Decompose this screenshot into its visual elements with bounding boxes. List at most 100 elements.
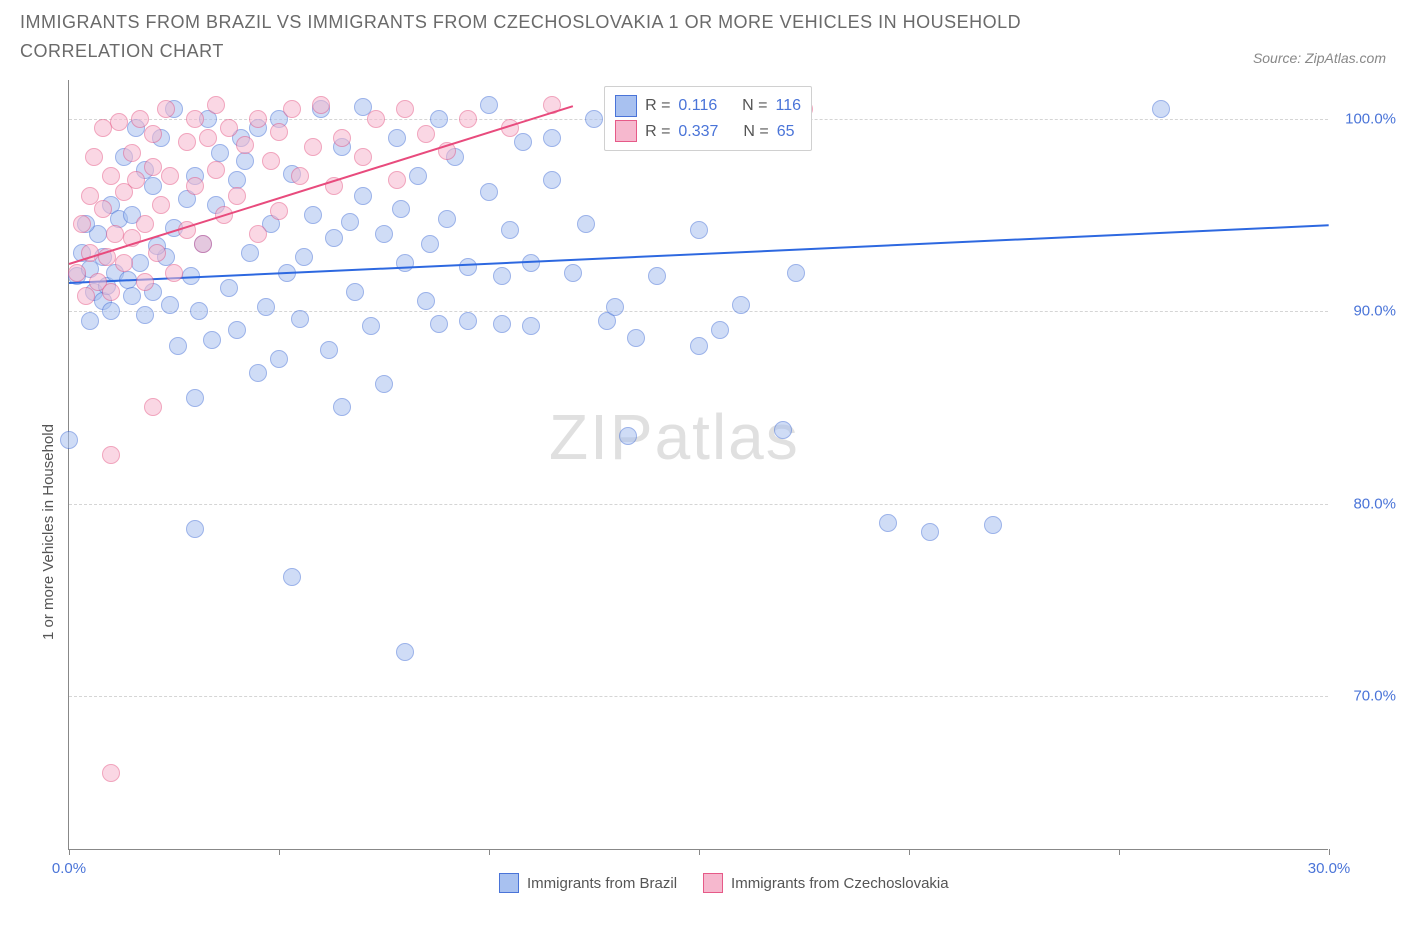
data-point xyxy=(190,302,208,320)
data-point xyxy=(249,225,267,243)
data-point xyxy=(493,315,511,333)
data-point xyxy=(320,341,338,359)
data-point xyxy=(257,298,275,316)
data-point xyxy=(241,244,259,262)
data-point xyxy=(585,110,603,128)
data-point xyxy=(283,568,301,586)
chart-title: IMMIGRANTS FROM BRAZIL VS IMMIGRANTS FRO… xyxy=(20,8,1120,66)
data-point xyxy=(459,258,477,276)
data-point xyxy=(543,171,561,189)
data-point xyxy=(186,389,204,407)
data-point xyxy=(388,171,406,189)
data-point xyxy=(493,267,511,285)
data-point xyxy=(270,123,288,141)
data-point xyxy=(312,96,330,114)
legend-item: Immigrants from Czechoslovakia xyxy=(703,873,949,893)
y-tick-label: 90.0% xyxy=(1353,303,1396,320)
data-point xyxy=(203,331,221,349)
data-point xyxy=(346,283,364,301)
stats-row: R = 0.337 N = 65 xyxy=(615,119,801,145)
data-point xyxy=(711,321,729,339)
data-point xyxy=(627,329,645,347)
data-point xyxy=(409,167,427,185)
data-point xyxy=(144,398,162,416)
data-point xyxy=(102,302,120,320)
data-point xyxy=(459,110,477,128)
n-value: 65 xyxy=(777,119,795,145)
legend-swatch xyxy=(615,95,637,117)
data-point xyxy=(732,296,750,314)
legend-item: Immigrants from Brazil xyxy=(499,873,677,893)
r-value: 0.116 xyxy=(678,93,717,119)
data-point xyxy=(438,210,456,228)
data-point xyxy=(333,129,351,147)
data-point xyxy=(178,133,196,151)
data-point xyxy=(94,200,112,218)
data-point xyxy=(522,317,540,335)
data-point xyxy=(480,96,498,114)
data-point xyxy=(1152,100,1170,118)
data-point xyxy=(136,215,154,233)
data-point xyxy=(984,516,1002,534)
data-point xyxy=(388,129,406,147)
data-point xyxy=(94,119,112,137)
data-point xyxy=(68,264,86,282)
data-point xyxy=(102,283,120,301)
data-point xyxy=(333,398,351,416)
data-point xyxy=(249,364,267,382)
data-point xyxy=(169,337,187,355)
gridline-h xyxy=(69,504,1328,505)
data-point xyxy=(270,350,288,368)
data-point xyxy=(295,248,313,266)
source-label: Source: ZipAtlas.com xyxy=(1253,50,1386,66)
data-point xyxy=(199,129,217,147)
y-axis-title: 1 or more Vehicles in Household xyxy=(40,424,57,640)
data-point xyxy=(291,310,309,328)
data-point xyxy=(392,200,410,218)
data-point xyxy=(60,431,78,449)
x-tick xyxy=(909,849,910,855)
data-point xyxy=(110,113,128,131)
data-point xyxy=(152,196,170,214)
data-point xyxy=(236,152,254,170)
data-point xyxy=(291,167,309,185)
data-point xyxy=(161,167,179,185)
data-point xyxy=(354,187,372,205)
data-point xyxy=(228,321,246,339)
plot-container: 1 or more Vehicles in Household ZIPatlas… xyxy=(48,80,1386,900)
n-value: 116 xyxy=(776,93,802,119)
bottom-legend: Immigrants from Brazil Immigrants from Cz… xyxy=(499,873,949,893)
data-point xyxy=(236,136,254,154)
r-value: 0.337 xyxy=(678,119,718,145)
legend-label: Immigrants from Brazil xyxy=(527,875,677,892)
data-point xyxy=(283,100,301,118)
data-point xyxy=(501,221,519,239)
data-point xyxy=(81,312,99,330)
data-point xyxy=(165,264,183,282)
data-point xyxy=(228,187,246,205)
data-point xyxy=(102,446,120,464)
y-tick-label: 80.0% xyxy=(1353,495,1396,512)
data-point xyxy=(304,138,322,156)
data-point xyxy=(148,244,166,262)
data-point xyxy=(543,129,561,147)
x-tick xyxy=(69,849,70,855)
data-point xyxy=(375,225,393,243)
data-point xyxy=(123,144,141,162)
data-point xyxy=(619,427,637,445)
data-point xyxy=(325,229,343,247)
data-point xyxy=(690,337,708,355)
watermark: ZIPatlas xyxy=(549,400,800,474)
data-point xyxy=(396,100,414,118)
x-tick-label: 30.0% xyxy=(1308,860,1351,877)
r-label: R = xyxy=(645,93,670,119)
data-point xyxy=(421,235,439,253)
data-point xyxy=(73,215,91,233)
r-label: R = xyxy=(645,119,670,145)
data-point xyxy=(131,254,149,272)
n-label: N = xyxy=(742,93,767,119)
data-point xyxy=(144,177,162,195)
stats-row: R = 0.116 N = 116 xyxy=(615,93,801,119)
data-point xyxy=(367,110,385,128)
x-tick xyxy=(1119,849,1120,855)
